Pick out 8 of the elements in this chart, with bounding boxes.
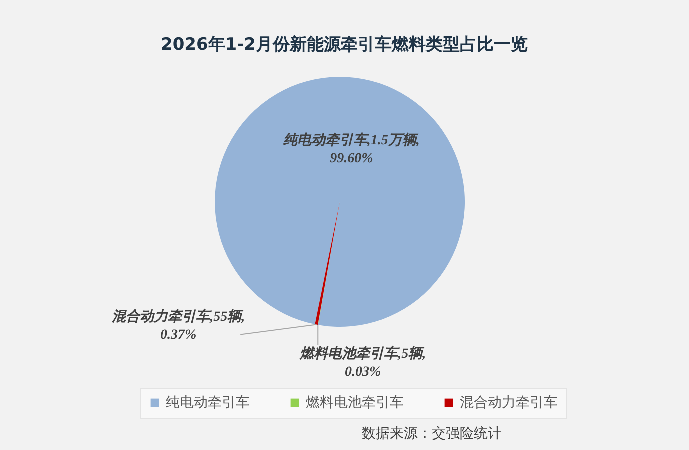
legend-label: 纯电动牵引车: [166, 395, 250, 411]
data-label: 混合动力牵引车,55辆, 0.37%: [111, 308, 246, 343]
data-label: 纯电动牵引车,1.5万辆, 99.60%: [282, 132, 420, 167]
legend-label: 混合动力牵引车: [460, 395, 558, 411]
data-label: 燃料电池牵引车,5辆, 0.03%: [299, 345, 426, 380]
chart-title: 2026年1-2月份新能源牵引车燃料类型占比一览: [160, 35, 528, 55]
source-note: 数据来源：交强险统计: [362, 426, 502, 442]
legend-label: 燃料电池牵引车: [306, 395, 404, 411]
